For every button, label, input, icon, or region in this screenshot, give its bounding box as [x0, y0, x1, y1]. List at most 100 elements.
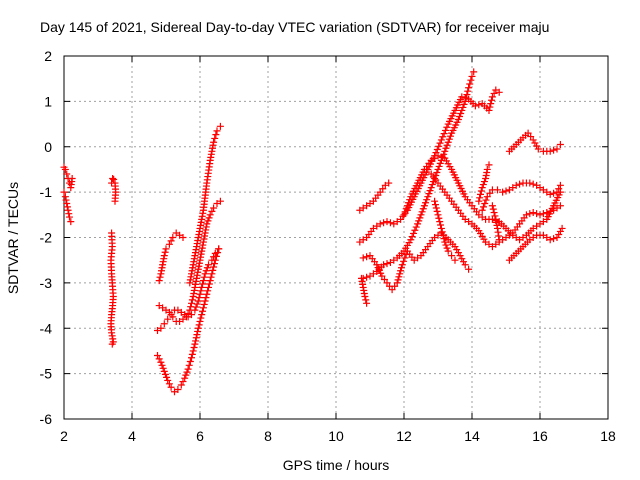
data-point-interp	[531, 139, 539, 147]
data-series	[359, 229, 473, 294]
data-point	[448, 252, 456, 260]
y-tick-label: 1	[44, 93, 52, 109]
data-point	[495, 88, 503, 96]
y-tick-label: -6	[40, 411, 53, 427]
data-point	[441, 238, 449, 246]
data-point	[546, 190, 554, 198]
data-point	[398, 261, 406, 269]
data-point-interp	[463, 91, 471, 99]
data-point-interp	[190, 344, 198, 352]
data-point	[215, 245, 223, 253]
data-point	[553, 145, 561, 153]
data-point-interp	[436, 159, 444, 167]
data-point-interp	[462, 94, 470, 102]
data-point-interp	[438, 228, 446, 236]
data-point	[205, 261, 212, 269]
data-point	[169, 313, 177, 321]
data-point-interp	[197, 287, 205, 295]
data-point	[437, 136, 445, 144]
data-point-interp	[424, 193, 432, 201]
data-point-interp	[445, 135, 453, 143]
data-point-interp	[200, 273, 208, 281]
data-point-interp	[411, 226, 419, 234]
data-series	[60, 188, 75, 226]
data-point-interp	[446, 132, 454, 140]
data-point-interp	[481, 199, 489, 207]
data-point	[461, 97, 469, 105]
data-point-interp	[516, 180, 524, 188]
data-point	[485, 106, 493, 114]
data-point-interp	[193, 300, 201, 308]
data-point-interp	[476, 194, 484, 202]
data-point-interp	[188, 296, 196, 304]
data-point-interp	[204, 217, 212, 225]
data-point-interp	[212, 131, 220, 139]
data-point	[208, 270, 216, 278]
data-point-interp	[158, 361, 166, 369]
data-point	[431, 197, 439, 205]
data-point	[68, 175, 76, 183]
data-point	[556, 202, 564, 210]
y-tick-label: -3	[40, 275, 53, 291]
data-point-interp	[185, 361, 193, 369]
x-tick-label: 14	[464, 428, 480, 444]
data-point-interp	[163, 373, 171, 381]
data-point-interp	[205, 280, 213, 288]
data-series	[108, 175, 120, 205]
data-point-interp	[490, 89, 498, 97]
data-point-interp	[550, 189, 558, 197]
data-point-interp	[199, 307, 207, 315]
y-tick-label: -2	[40, 230, 53, 246]
data-point	[488, 93, 496, 101]
data-point	[385, 179, 393, 187]
data-point-interp	[202, 267, 210, 275]
data-point	[186, 306, 194, 314]
data-point-interp	[363, 253, 371, 261]
data-point-interp	[555, 185, 563, 193]
data-series	[488, 202, 503, 244]
data-point	[109, 175, 117, 183]
data-point	[383, 218, 391, 226]
data-series	[155, 229, 187, 285]
data-point	[160, 320, 168, 328]
data-point-interp	[195, 294, 203, 302]
data-point-interp	[439, 133, 447, 141]
data-point-interp	[425, 190, 433, 198]
data-point-interp	[208, 207, 216, 215]
data-point	[427, 184, 435, 192]
data-point-interp	[65, 210, 73, 218]
data-series	[107, 229, 117, 348]
data-point-interp	[63, 203, 71, 211]
data-point	[434, 165, 442, 173]
data-point	[454, 116, 462, 124]
data-point-interp	[458, 106, 466, 114]
data-point-interp	[202, 294, 210, 302]
data-point-interp	[423, 196, 431, 204]
data-point-interp	[205, 214, 213, 222]
data-point-interp	[442, 241, 450, 249]
data-point-interp	[401, 254, 409, 262]
data-point-interp	[453, 246, 461, 254]
data-point-interp	[397, 264, 405, 272]
data-series	[478, 179, 564, 214]
data-point-interp	[156, 273, 164, 281]
data-point	[393, 279, 401, 287]
x-axis-title: GPS time / hours	[283, 457, 390, 473]
data-point-interp	[459, 103, 467, 111]
data-points	[60, 68, 566, 396]
data-point-interp	[195, 321, 203, 329]
y-tick-label: 2	[44, 48, 52, 64]
y-tick-label: 0	[44, 139, 52, 155]
data-point	[529, 136, 537, 144]
data-point	[216, 197, 224, 205]
data-point	[470, 68, 478, 76]
data-point-interp	[214, 249, 222, 257]
data-point	[216, 122, 224, 130]
data-point	[111, 197, 119, 205]
data-point-interp	[477, 187, 485, 195]
data-point-interp	[441, 126, 449, 134]
data-point-interp	[436, 218, 444, 226]
data-point	[359, 274, 367, 282]
data-point	[165, 240, 173, 248]
